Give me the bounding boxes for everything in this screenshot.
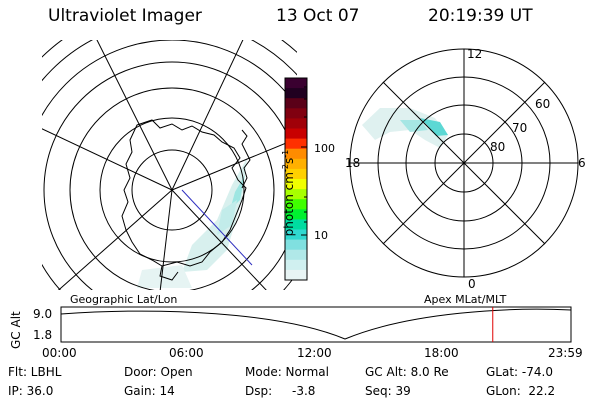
gain-info: Gain: 14 [124,384,175,398]
colorbar-cell [285,259,307,271]
orbit-xtick-0600: 06:00 [169,346,204,360]
orbit-xtick-1200: 12:00 [297,346,332,360]
mlt-label-18: 18 [345,156,361,170]
dsp-value: -3.8 [292,384,316,398]
colorbar-cell [285,249,307,261]
unit-exponent-1: -2 [281,164,290,173]
colorbar-cell [285,269,307,281]
magnetic-polar-plot [349,48,579,278]
mlt-label-6: 6 [578,156,586,170]
orbit-ytick-1.8: 1.8 [33,328,53,342]
colorbar-cell [285,179,307,190]
colorbar-cell [285,148,307,160]
filter-info: Flt: LBHL [8,365,62,379]
colorbar-cell [285,168,307,180]
colorbar-cell [285,98,307,109]
colorbar-cell [285,209,307,220]
mlt-label-0: 0 [468,277,476,291]
mlat-label-60: 60 [535,97,551,111]
colorbar-cell [285,158,307,170]
orbit-ytick-9: 9.0 [33,307,53,321]
aurora-emission-mag [362,108,448,148]
seq-info: Seq: 39 [365,384,411,398]
geographic-panel-label: Geographic Lat/Lon [70,293,178,306]
colorbar-tick-100: 100 [314,142,335,155]
aurora-emission-geo [137,158,247,288]
colorbar-cell [285,138,307,150]
colorbar-cell [285,128,307,140]
orbit-xtick-2359: 23:59 [548,346,583,360]
orbit-altitude-plot [60,306,572,343]
orbit-xtick-1800: 18:00 [424,346,459,360]
colorbar-cell [285,118,307,129]
ip-info: IP: 36.0 [8,384,54,398]
colorbar-cell [285,189,307,200]
date-label: 13 Oct 07 [276,6,360,26]
door-info: Door: Open [124,365,193,379]
colorbar-cell [285,108,307,119]
colorbar-cell [285,78,307,89]
colorbar-cell [285,88,307,99]
colorbar-cells [285,78,307,281]
glat-info: GLat: -74.0 [486,365,553,379]
time-label: 20:19:39 UT [428,6,533,26]
magnetic-panel-label: Apex MLat/MLT [424,293,507,306]
mlat-label-70: 70 [512,121,528,135]
colorbar-cell [285,229,307,241]
glon-info: GLon: 22.2 [486,384,556,398]
colorbar-unit-label: photon cm-2s-1 [281,149,296,237]
colorbar-cell [285,199,307,210]
mlat-label-80: 80 [490,140,506,154]
colorbar-cell [285,239,307,251]
dsp-label: Dsp: [245,384,273,398]
gc-alt-info: GC Alt: 8.0 Re [365,365,449,379]
orbit-ylabel: GC Alt [9,311,23,349]
mlt-label-12: 12 [467,47,483,61]
instrument-title: Ultraviolet Imager [48,6,202,26]
unit-exponent-2: -1 [281,149,290,158]
colorbar [284,77,308,281]
colorbar-tick-10: 10 [314,229,328,242]
colorbar-cell [285,219,307,230]
geographic-map [42,40,297,290]
orbit-xtick-0000: 00:00 [42,346,77,360]
mode-info: Mode: Normal [245,365,329,379]
